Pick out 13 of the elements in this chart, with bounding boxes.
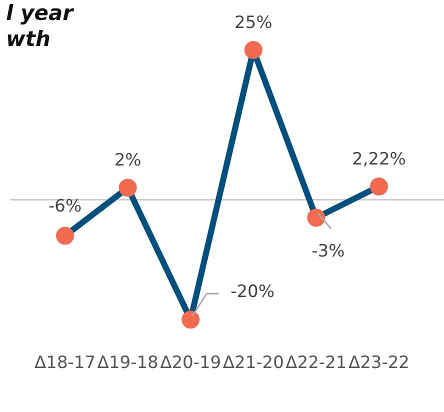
data-label: 25% xyxy=(234,12,272,33)
x-tick-label: Δ18-17 xyxy=(34,353,96,374)
x-tick-label: Δ20-19 xyxy=(160,353,222,374)
data-label: -3% xyxy=(312,242,345,262)
x-tick-label: Δ19-18 xyxy=(97,353,158,374)
x-tick-label: Δ21-20 xyxy=(222,353,284,374)
x-tick-label: Δ23-22 xyxy=(348,353,410,374)
chart-title: l year wth xyxy=(6,0,73,52)
data-label: -6% xyxy=(48,196,82,217)
data-label: 2% xyxy=(114,150,142,171)
data-label: 2,22% xyxy=(352,149,406,170)
x-tick-label: Δ22-21 xyxy=(286,353,347,374)
data-label: -20% xyxy=(230,282,275,302)
